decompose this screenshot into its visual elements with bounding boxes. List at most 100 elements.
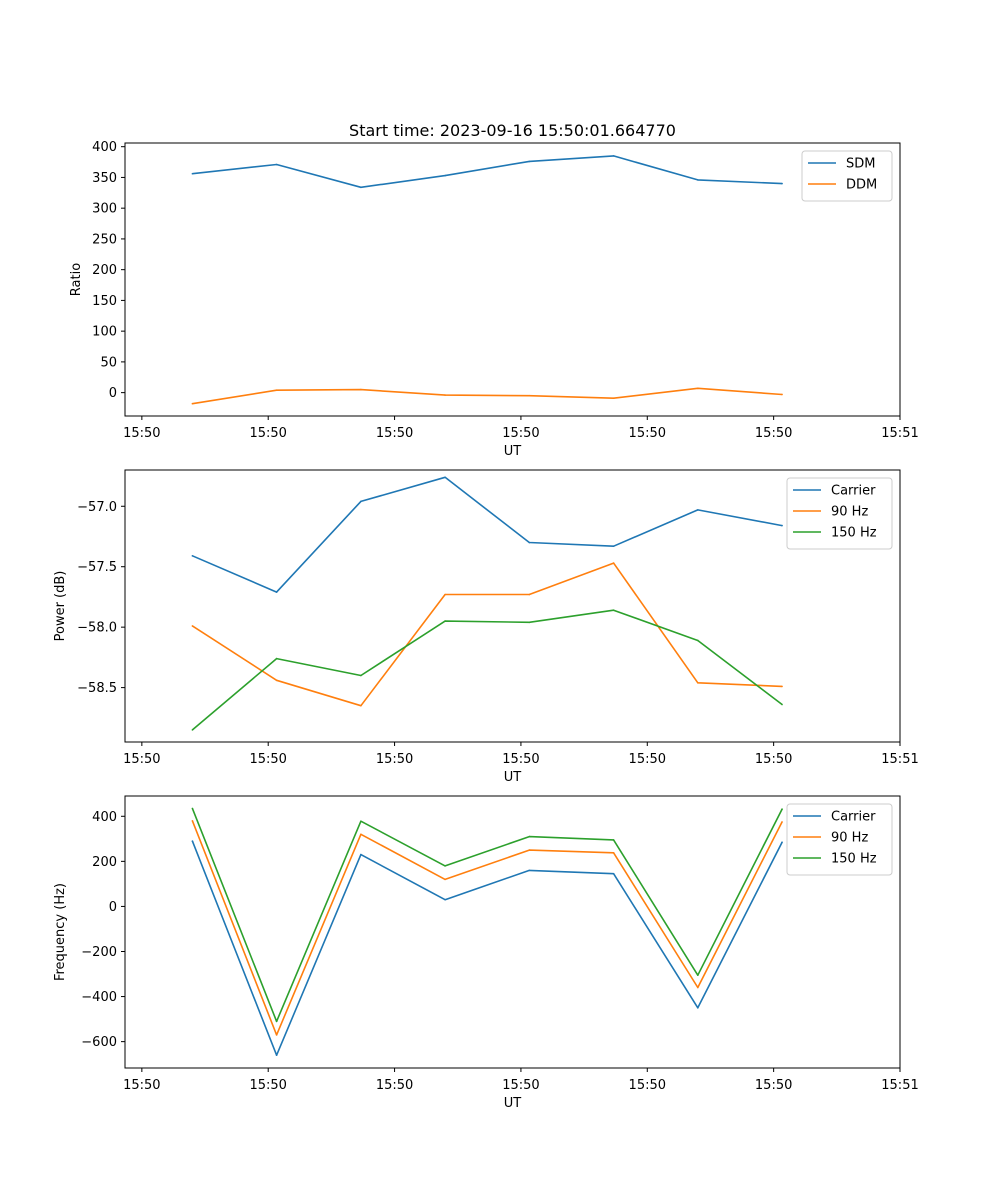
data-point-150-hz bbox=[444, 620, 446, 622]
y-tick-label: 250 bbox=[92, 232, 117, 247]
y-tick-label: 350 bbox=[92, 171, 117, 186]
series-line-ddm bbox=[192, 387, 783, 405]
x-tick-label: 15:50 bbox=[376, 426, 413, 441]
legend: Carrier 90 Hz 150 Hz bbox=[786, 477, 893, 550]
data-point-90-hz bbox=[444, 878, 446, 881]
data-point-90-hz bbox=[697, 986, 699, 989]
y-axis-label: Power (dB) bbox=[53, 571, 68, 642]
data-point-carrier bbox=[191, 555, 194, 557]
data-point-sdm bbox=[191, 172, 194, 175]
data-point-sdm bbox=[697, 179, 699, 181]
data-point-carrier bbox=[781, 524, 783, 527]
legend-label: 150 Hz bbox=[831, 526, 877, 541]
data-point-sdm bbox=[781, 182, 783, 185]
x-tick-label: 15:50 bbox=[376, 1078, 413, 1093]
data-point-ddm bbox=[191, 402, 194, 405]
legend-label: Carrier bbox=[831, 810, 876, 825]
x-tick-label: 15:51 bbox=[881, 1078, 918, 1093]
data-point-150-hz bbox=[528, 621, 531, 624]
series-line-sdm bbox=[192, 155, 783, 189]
x-tick-label: 15:50 bbox=[376, 752, 413, 767]
y-tick-label: −57.0 bbox=[77, 500, 117, 515]
series-line-carrier bbox=[192, 476, 783, 593]
series-line-90-hz bbox=[191, 820, 783, 1036]
x-tick-label: 15:50 bbox=[502, 1078, 539, 1093]
legend-label: 90 Hz bbox=[831, 505, 868, 520]
data-point-150-hz bbox=[360, 674, 362, 677]
data-point-carrier bbox=[612, 872, 615, 875]
x-tick-label: 15:50 bbox=[629, 426, 666, 441]
x-tick-label: 15:50 bbox=[629, 1078, 666, 1093]
data-point-150-hz bbox=[781, 808, 783, 810]
data-point-carrier bbox=[528, 541, 531, 544]
data-point-90-hz bbox=[612, 851, 615, 854]
x-tick-label: 15:50 bbox=[755, 1078, 792, 1093]
power-chart: 15:50 15:50 15:50 15:50 15:50 15:50 15:51 −58.5… bbox=[53, 469, 919, 785]
data-point-90-hz bbox=[360, 833, 362, 836]
axes-frame bbox=[124, 795, 901, 1069]
series-line-90-hz bbox=[191, 562, 783, 707]
data-point-90-hz bbox=[612, 562, 615, 564]
data-point-150-hz bbox=[444, 865, 446, 867]
x-tick-label: 15:50 bbox=[755, 426, 792, 441]
x-axis-label: UT bbox=[504, 770, 522, 785]
y-tick-label: 150 bbox=[92, 294, 117, 309]
y-tick-label: −200 bbox=[81, 945, 117, 960]
data-point-sdm bbox=[444, 174, 446, 177]
legend-label: Carrier bbox=[831, 484, 876, 499]
x-tick-label: 15:50 bbox=[249, 426, 286, 441]
y-tick-label: 400 bbox=[92, 140, 117, 155]
x-tick-label: 15:50 bbox=[755, 752, 792, 767]
axes-frame bbox=[124, 142, 901, 417]
x-axis-label: UT bbox=[504, 1096, 522, 1111]
ratio-chart: Start time: 2023-09-16 15:50:01.664770 15… bbox=[69, 121, 919, 459]
x-tick-label: 15:50 bbox=[123, 1078, 160, 1093]
x-tick-label: 15:50 bbox=[502, 752, 539, 767]
y-tick-label: 400 bbox=[92, 810, 117, 825]
data-point-150-hz bbox=[191, 729, 194, 731]
data-point-90-hz bbox=[781, 821, 783, 823]
data-point-90-hz bbox=[275, 1034, 278, 1036]
data-point-sdm bbox=[612, 155, 615, 157]
data-point-90-hz bbox=[444, 593, 446, 596]
y-axis-label: Frequency (Hz) bbox=[53, 883, 68, 981]
y-tick-label: 100 bbox=[92, 325, 117, 340]
y-tick-label: −600 bbox=[81, 1035, 117, 1050]
data-point-ddm bbox=[781, 393, 783, 396]
data-point-carrier bbox=[612, 545, 615, 547]
data-point-150-hz bbox=[275, 1020, 278, 1023]
data-point-150-hz bbox=[697, 639, 699, 642]
data-point-90-hz bbox=[528, 849, 531, 851]
x-tick-label: 15:50 bbox=[249, 752, 286, 767]
y-axis-label: Ratio bbox=[69, 263, 84, 296]
data-point-150-hz bbox=[528, 835, 531, 838]
series-line-carrier bbox=[191, 840, 783, 1056]
data-point-carrier bbox=[697, 509, 699, 511]
legend-label: 150 Hz bbox=[831, 852, 877, 867]
data-point-150-hz bbox=[191, 807, 194, 810]
data-point-ddm bbox=[360, 388, 362, 391]
x-tick-label: 15:50 bbox=[502, 426, 539, 441]
legend-label: 90 Hz bbox=[831, 831, 868, 846]
chart-title: Start time: 2023-09-16 15:50:01.664770 bbox=[349, 121, 676, 140]
y-tick-label: −58.0 bbox=[77, 621, 117, 636]
y-tick-label: 300 bbox=[92, 202, 117, 217]
data-point-carrier bbox=[444, 898, 446, 901]
series-line-150-hz bbox=[191, 609, 783, 731]
y-tick-label: 0 bbox=[109, 900, 117, 915]
legend: SDM DDM bbox=[801, 150, 893, 202]
data-point-90-hz bbox=[697, 681, 699, 684]
data-point-carrier bbox=[444, 476, 446, 479]
y-tick-label: 200 bbox=[92, 855, 117, 870]
data-point-150-hz bbox=[612, 609, 615, 612]
y-tick-label: 200 bbox=[92, 263, 117, 278]
data-point-150-hz bbox=[612, 839, 615, 841]
data-point-carrier bbox=[360, 853, 362, 856]
legend: Carrier 90 Hz 150 Hz bbox=[786, 803, 893, 876]
data-point-ddm bbox=[444, 394, 446, 396]
data-point-carrier bbox=[275, 1054, 278, 1056]
data-point-sdm bbox=[528, 160, 531, 163]
data-point-ddm bbox=[275, 389, 278, 391]
data-point-ddm bbox=[697, 387, 699, 390]
data-point-sdm bbox=[275, 163, 278, 166]
